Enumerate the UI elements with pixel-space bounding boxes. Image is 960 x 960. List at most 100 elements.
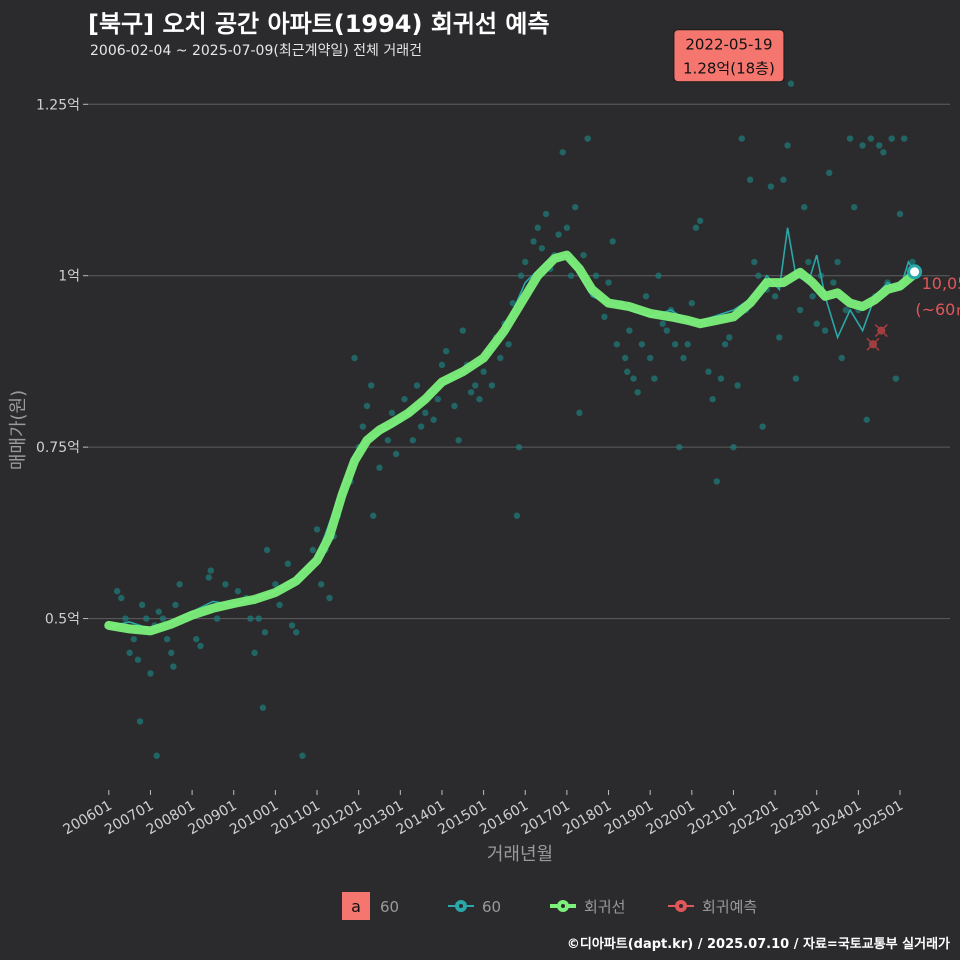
scatter-point	[830, 279, 837, 286]
scatter-point	[130, 635, 138, 643]
scatter-point	[634, 389, 641, 396]
scatter-point	[438, 361, 446, 369]
scatter-point	[755, 272, 762, 279]
scatter-point	[326, 594, 333, 602]
scatter-point	[626, 327, 633, 334]
scatter-point	[515, 443, 523, 451]
scatter-point	[684, 341, 691, 348]
scatter-point	[272, 581, 279, 588]
scatter-point	[651, 375, 658, 382]
scatter-point	[796, 306, 804, 314]
scatter-point	[859, 142, 866, 149]
scatter-point	[567, 272, 575, 279]
scatter-point	[630, 375, 637, 382]
scatter-point	[234, 587, 242, 595]
scatter-point	[126, 649, 133, 657]
scatter-point	[776, 334, 783, 341]
scatter-point	[455, 437, 462, 444]
scatter-point	[113, 587, 121, 595]
scatter-point	[293, 629, 300, 636]
scatter-point	[309, 546, 317, 554]
scatter-point	[459, 327, 466, 334]
last-value-label: (~60㎡)	[915, 300, 960, 319]
legend-label: 회귀예측	[702, 898, 757, 916]
scatter-point	[655, 272, 662, 279]
scatter-point	[892, 375, 900, 382]
scatter-point	[900, 135, 908, 142]
scatter-point	[867, 135, 875, 142]
scatter-point	[213, 615, 221, 622]
scatter-point	[376, 464, 383, 471]
scatter-point	[476, 395, 483, 403]
annotations: 2022-05-19 1.28억(18층) 10,057 (~60㎡)	[673, 29, 960, 319]
scatter-point	[863, 416, 870, 423]
y-tick-label: 0.75억	[36, 440, 80, 456]
legend-swatch-center	[459, 904, 463, 908]
scatter-point	[721, 341, 729, 348]
scatter-point	[876, 142, 883, 149]
scatter-point	[422, 409, 429, 417]
scatter-point	[909, 258, 916, 266]
forecast-cross	[874, 324, 888, 338]
scatter-point	[159, 615, 167, 622]
scatter-point	[168, 649, 175, 657]
scatter-point	[276, 601, 283, 609]
scatter-point	[409, 437, 417, 444]
scatter-point	[205, 574, 212, 581]
scatter-points	[109, 80, 916, 759]
scatter-point	[726, 334, 733, 341]
chart-title: [북구] 오치 공간 아파트(1994) 회귀선 예측	[88, 10, 550, 38]
scatter-point	[163, 635, 171, 643]
scatter-point	[505, 341, 512, 348]
regression-line	[104, 250, 917, 636]
scatter-point	[646, 354, 654, 362]
scatter-point	[417, 423, 425, 430]
scatter-point	[176, 581, 183, 588]
scatter-point	[592, 272, 600, 279]
scatter-point	[559, 149, 566, 156]
scatter-point	[842, 306, 850, 314]
scatter-point	[680, 354, 687, 362]
scatter-point	[467, 389, 475, 396]
scatter-point	[605, 279, 612, 286]
scatter-point	[784, 142, 791, 149]
scatter-point	[530, 238, 537, 245]
scatter-point	[809, 293, 816, 300]
scatter-point	[838, 354, 845, 362]
scatter-point	[538, 245, 546, 252]
chart-subtitle: 2006-02-04 ~ 2025-07-09(최근계약일) 전체 거래건	[90, 43, 422, 59]
scatter-point	[730, 443, 737, 451]
scatter-point	[134, 656, 142, 663]
scatter-point	[170, 663, 177, 670]
scatter-point	[696, 217, 704, 225]
scatter-point	[143, 615, 150, 622]
scatter-point	[659, 320, 666, 327]
scatter-point	[153, 752, 160, 759]
scatter-point	[751, 258, 758, 266]
last-point-marker	[907, 264, 923, 280]
scatter-point	[138, 601, 146, 609]
scatter-point	[642, 293, 650, 300]
scatter-point	[801, 203, 808, 211]
scatter-point	[717, 375, 725, 382]
scatter-point	[609, 238, 616, 245]
scatter-point	[688, 299, 696, 307]
scatter-point	[442, 347, 450, 355]
scatter-point	[846, 135, 854, 142]
scatter-point	[222, 581, 229, 588]
legend: a 60 60 회귀선 회귀예측	[342, 892, 757, 920]
scatter-point	[621, 354, 629, 362]
scatter-point	[513, 512, 521, 519]
scatter-point	[787, 80, 795, 87]
scatter-point	[122, 615, 129, 622]
scatter-point	[413, 382, 421, 389]
scatter-point	[363, 402, 371, 410]
scatter-point	[251, 649, 258, 657]
scatter-point	[313, 526, 321, 533]
scatter-point	[284, 560, 292, 567]
scatter-point	[430, 416, 437, 423]
x-axis-label: 거래년월	[487, 844, 553, 865]
legend-key-a	[342, 892, 370, 920]
scatter-point	[572, 203, 579, 211]
